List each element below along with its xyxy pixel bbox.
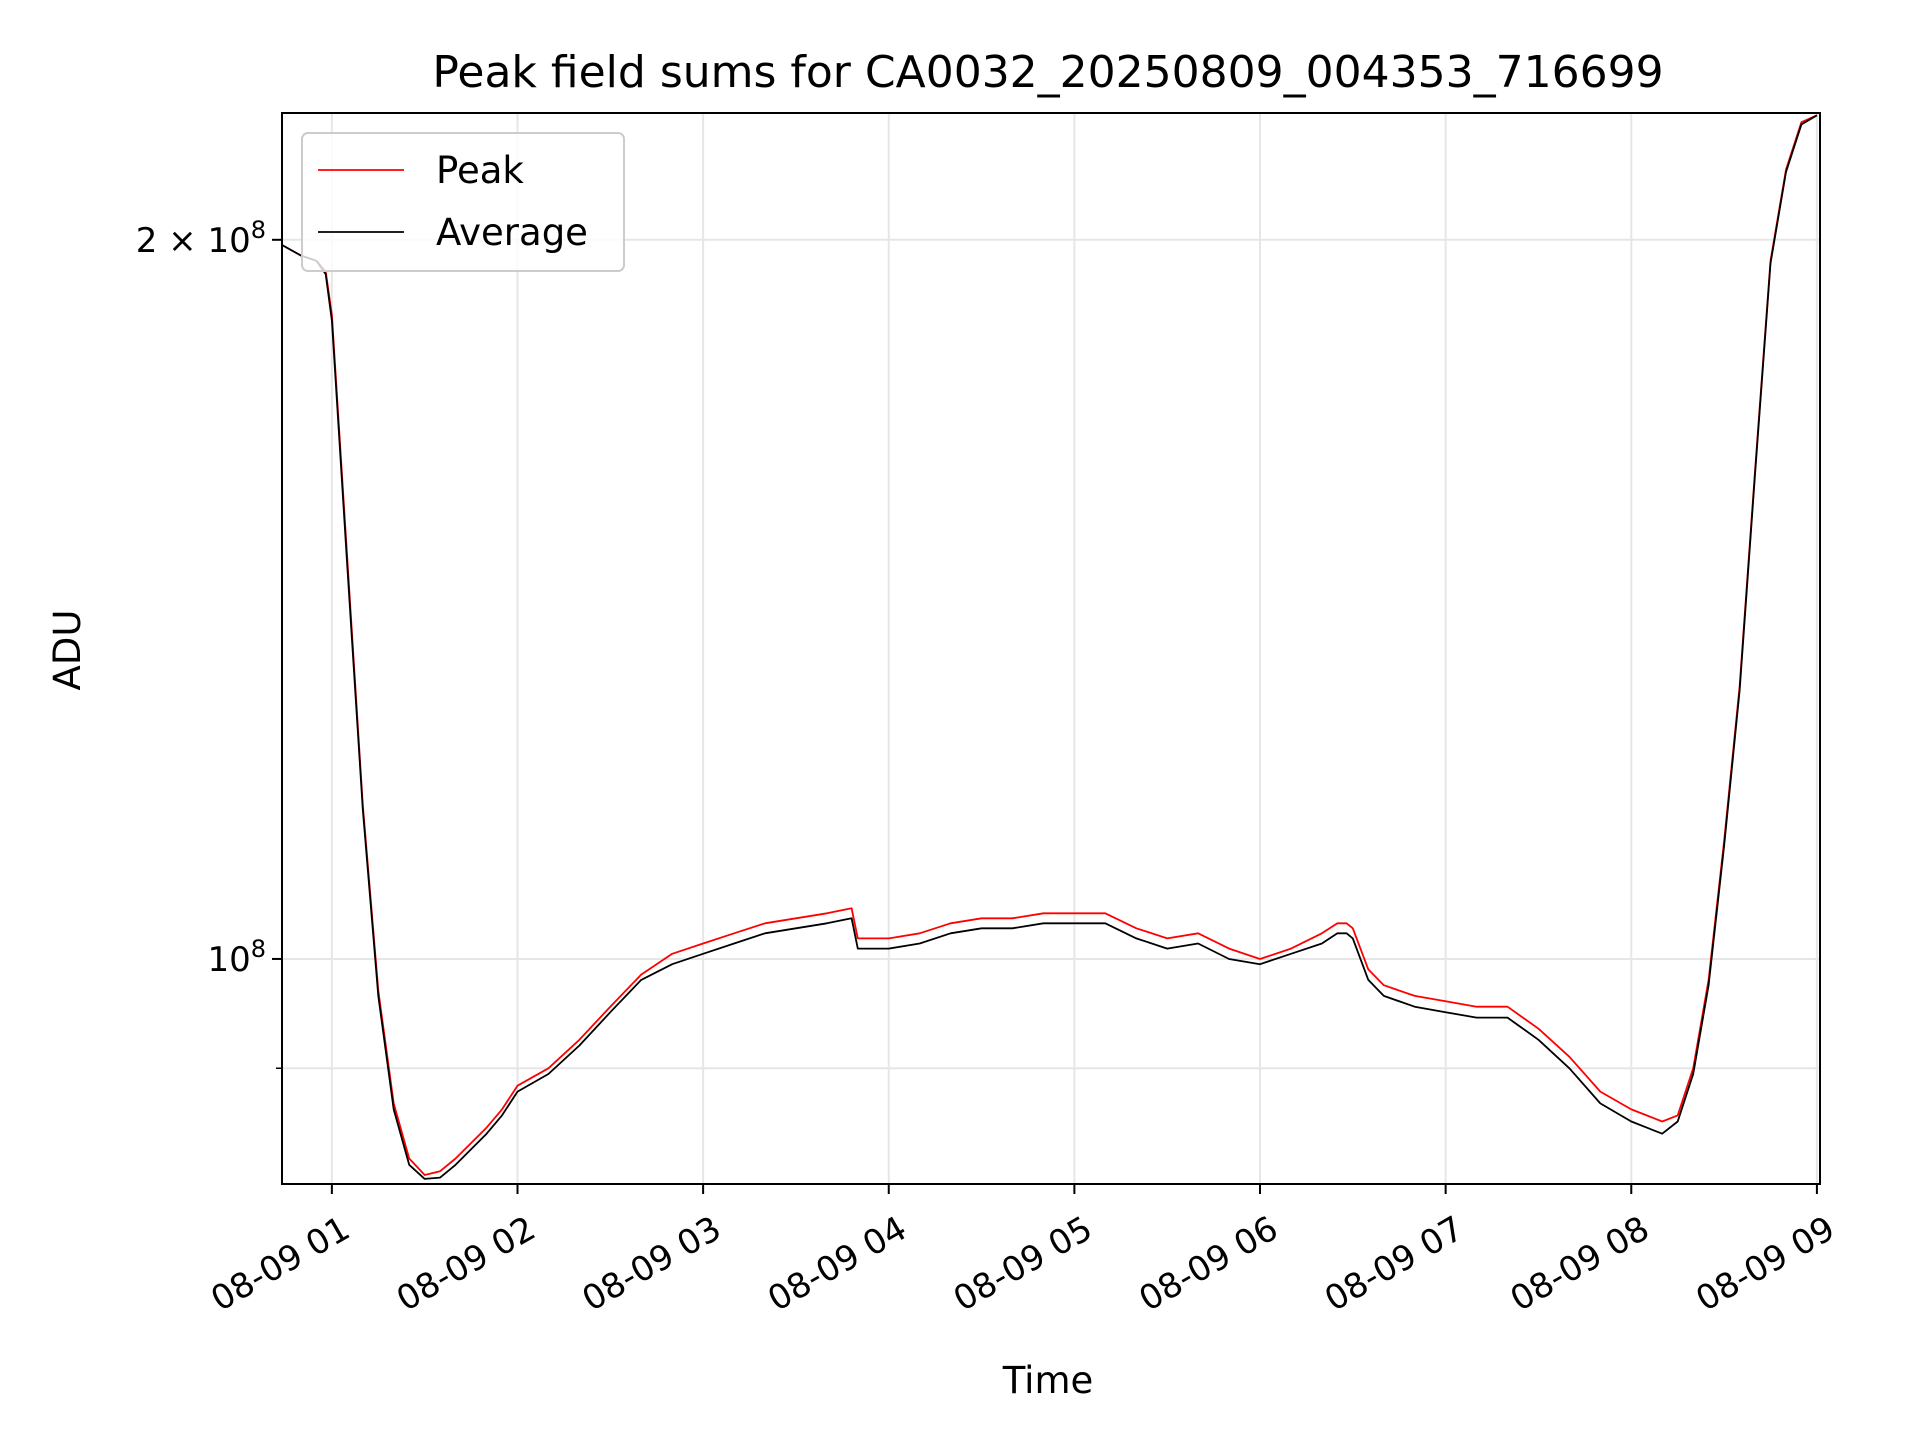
legend-label: Peak bbox=[436, 149, 524, 192]
legend: Peak Average bbox=[301, 132, 625, 272]
chart-title: Peak field sums for CA0032_20250809_0043… bbox=[432, 47, 1663, 98]
grid-lines bbox=[282, 113, 1820, 1184]
legend-box bbox=[301, 132, 625, 272]
plot-frame bbox=[281, 112, 1821, 1185]
y-tick-label: 2 × 108 bbox=[136, 216, 266, 261]
y-tick-base: 10 bbox=[207, 221, 250, 261]
legend-label: Average bbox=[436, 211, 588, 254]
y-tick-label: 108 bbox=[207, 935, 266, 980]
y-tick-exponent: 8 bbox=[251, 216, 266, 244]
y-tick-mantissa: 2 × bbox=[136, 221, 208, 261]
series-layer bbox=[281, 114, 1818, 1180]
y-tick-base: 10 bbox=[207, 940, 250, 980]
y-axis-label: ADU bbox=[46, 610, 89, 691]
x-axis-label: Time bbox=[1002, 1359, 1094, 1402]
y-tick-exponent: 8 bbox=[251, 935, 266, 963]
series-line-average bbox=[281, 114, 1818, 1180]
series-line-peak bbox=[281, 114, 1818, 1176]
